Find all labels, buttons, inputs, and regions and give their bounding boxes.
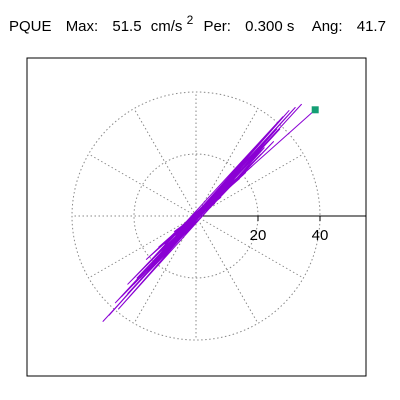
axis: 20 40: [196, 215, 366, 244]
max-unit: cm/s: [151, 18, 183, 35]
per-label: Per:: [203, 18, 231, 35]
plot-frame: [26, 57, 367, 377]
x-tick-label-20: 20: [250, 227, 267, 244]
max-unit-exponent: 2: [187, 13, 194, 27]
ang-value: 41.7: [357, 18, 386, 35]
per-value: 0.300 s: [245, 18, 294, 35]
max-label: Max:: [66, 18, 99, 35]
grid-spoke-240: [133, 215, 197, 324]
peak-marker: [311, 106, 319, 114]
trace-layer: [102, 103, 302, 322]
grid-spoke-60: [195, 108, 259, 217]
grid-spoke-30: [195, 153, 304, 217]
chart-title: PQUE Max: 51.5 cm/s 2 Per: 0.300 s Ang: …: [9, 11, 386, 35]
grid-spoke-210: [88, 215, 197, 279]
station-code: PQUE: [9, 18, 52, 35]
peak-vector: [195, 109, 316, 217]
x-tick-label-40: 40: [312, 227, 329, 244]
grid-spoke-300: [195, 215, 259, 324]
grid-spoke-120: [133, 108, 197, 217]
grid-spoke-150: [88, 153, 197, 217]
max-value: 51.5: [112, 18, 141, 35]
ang-label: Ang:: [312, 18, 343, 35]
motion-trace: [102, 103, 302, 322]
grid-spoke-330: [195, 215, 304, 279]
marker-layer: [195, 106, 319, 217]
